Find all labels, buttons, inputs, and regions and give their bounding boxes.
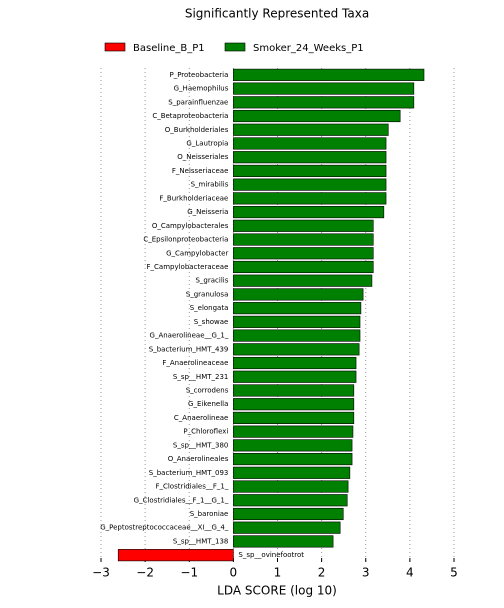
bar-label: C_Betaproteobacteria [152, 112, 228, 120]
bar-label: S_parainfluenzae [168, 98, 228, 106]
bar-label: S_baroniae [190, 510, 229, 518]
bar-label: F_Neisseriaceae [172, 167, 228, 175]
bar-label: S_showae [194, 318, 229, 326]
bar [233, 370, 357, 383]
bar-label: F_Burkholderiaceae [159, 194, 228, 202]
bar [117, 549, 234, 562]
x-tick-label: −3 [92, 566, 110, 580]
bar-label: O_Burkholderiales [165, 126, 229, 134]
bar-label: S_sp__HMT_231 [173, 373, 228, 381]
bar [233, 398, 355, 411]
bar-label: S_elongata [190, 304, 229, 312]
bar [233, 151, 387, 164]
bar [233, 274, 373, 287]
bar [233, 233, 374, 246]
bar-label: S_sp__HMT_138 [173, 537, 228, 545]
legend-swatch [224, 42, 246, 52]
bar-label: G_Haemophilus [174, 85, 229, 93]
bar [233, 439, 353, 452]
bar [233, 206, 385, 219]
x-tick-label: −1 [180, 566, 198, 580]
bar-label: G_Anaerolineae__G_1_ [150, 332, 229, 340]
bar [233, 507, 344, 521]
bar-label: S_bacterium_HMT_093 [149, 469, 229, 477]
bar-label: S_corrodens [186, 386, 229, 394]
x-tick-label: 3 [362, 566, 370, 580]
bar [233, 192, 387, 205]
bar [233, 302, 362, 315]
bar [233, 178, 387, 191]
bar-label: P_Chloroflexi [183, 428, 228, 436]
bar-label: F_Anaerolineaceae [162, 359, 228, 367]
bar-label: S_granulosa [186, 290, 229, 298]
bar [233, 356, 357, 370]
bar [233, 535, 334, 548]
bar [233, 260, 374, 274]
bar-label: G_Campylobacter [166, 249, 228, 257]
legend-swatch [104, 42, 126, 52]
bar [233, 521, 341, 534]
bar-label: P_Proteobacteria [169, 71, 228, 79]
bar-label: F_Campylobacteraceae [146, 263, 228, 271]
x-tick-label: 0 [230, 566, 238, 580]
bar-label: F_Clostridiales__F_1_ [155, 483, 228, 491]
x-tick-label: −2 [136, 566, 154, 580]
bar [233, 82, 415, 95]
bar-label: G_Peptostreptococcaceae__XI__G_4_ [100, 524, 229, 532]
bar-label: G_Neisseria [187, 208, 228, 216]
bar [233, 137, 387, 150]
bar [233, 288, 364, 301]
bar-label: S_bacterium_HMT_439 [149, 345, 229, 353]
bar [233, 96, 415, 109]
bar-label: O_Neisseriales [177, 153, 228, 161]
bar [233, 68, 425, 81]
bar-label: S_sp__HMT_380 [173, 441, 228, 449]
bar [233, 480, 349, 493]
x-axis-label: LDA SCORE (log 10) [217, 584, 337, 598]
chart-title: Significantly Represented Taxa [185, 7, 369, 21]
bar [233, 411, 355, 424]
bar [233, 164, 387, 177]
x-tick-label: 5 [450, 566, 458, 580]
bar-label: C_Epsilonproteobacteria [143, 236, 228, 244]
bar [233, 425, 354, 438]
legend-label: Baseline_B_P1 [133, 43, 205, 54]
bar-label: O_Anaerolineales [168, 455, 229, 463]
bar-label: C_Anaerolineae [174, 414, 228, 422]
bar [233, 343, 360, 356]
bar [233, 247, 374, 260]
bar-label: G_Clostridiales__F_1__G_1_ [134, 496, 229, 504]
bar-label: S_mirabilis [191, 181, 229, 189]
bar [233, 494, 348, 507]
x-tick-label: 1 [274, 566, 282, 580]
bar [233, 109, 401, 123]
bar [233, 315, 361, 328]
x-tick-label: 4 [406, 566, 414, 580]
bar-label: S_gracilis [195, 277, 228, 285]
bar [233, 123, 389, 136]
bar [233, 219, 374, 232]
bar [233, 329, 361, 342]
bar-label: S_sp__ovinefootrot [238, 551, 304, 559]
bar-label: G_Eikenella [188, 400, 228, 408]
bar-label: O_Campylobacterales [152, 222, 229, 230]
bar-label: G_Lautropia [186, 139, 228, 147]
bar [233, 384, 355, 397]
bar [233, 453, 353, 466]
legend-label: Smoker_24_Weeks_P1 [253, 43, 364, 54]
bar [233, 466, 351, 479]
x-tick-label: 2 [318, 566, 326, 580]
